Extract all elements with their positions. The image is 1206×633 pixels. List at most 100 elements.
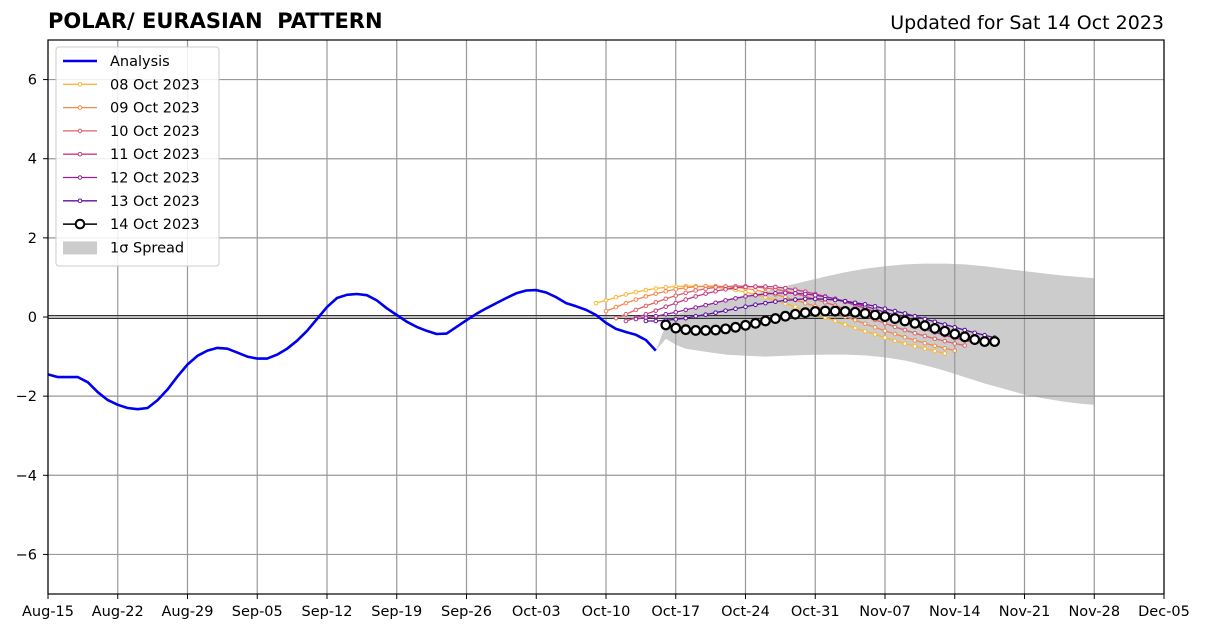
y-tick-label: −2 bbox=[16, 389, 37, 405]
forecast-point bbox=[882, 328, 888, 334]
legend-label: 10 Oct 2023 bbox=[110, 124, 200, 140]
forecast-point bbox=[832, 318, 838, 324]
forecast-point-latest bbox=[690, 325, 702, 336]
forecast-point-latest bbox=[949, 328, 961, 340]
forecast-point-latest bbox=[819, 305, 831, 317]
forecast-point bbox=[603, 298, 609, 303]
legend-marker bbox=[77, 82, 83, 87]
forecast-point bbox=[733, 285, 738, 291]
forecast-point bbox=[653, 291, 659, 296]
forecast-point bbox=[952, 348, 958, 353]
forecast-point bbox=[643, 294, 649, 299]
forecast-point bbox=[663, 288, 669, 294]
forecast-point bbox=[743, 289, 748, 295]
forecast-point-latest bbox=[799, 307, 811, 319]
forecast-point bbox=[693, 288, 698, 293]
forecast-point bbox=[892, 308, 898, 314]
forecast-point bbox=[812, 296, 818, 302]
forecast-point bbox=[773, 299, 778, 304]
forecast-point bbox=[743, 284, 748, 290]
chart-subtitle: Updated for Sat 14 Oct 2023 bbox=[890, 12, 1164, 34]
forecast-point bbox=[912, 313, 918, 319]
forecast-point bbox=[912, 338, 918, 343]
forecast-point bbox=[802, 296, 808, 302]
y-tick-label: 4 bbox=[28, 152, 37, 168]
forecast-point bbox=[763, 284, 768, 289]
forecast-point bbox=[733, 306, 738, 311]
forecast-point bbox=[643, 318, 649, 324]
forecast-point-latest bbox=[969, 334, 981, 345]
forecast-point bbox=[693, 305, 698, 310]
forecast-point bbox=[793, 304, 798, 310]
forecast-point bbox=[942, 345, 948, 351]
forecast-point-latest bbox=[959, 331, 971, 343]
forecast-point bbox=[713, 288, 718, 294]
x-tick-label: Sep-26 bbox=[441, 604, 492, 620]
forecast-point-latest bbox=[929, 323, 941, 334]
x-tick-label: Sep-19 bbox=[371, 604, 422, 620]
forecast-point-latest bbox=[720, 323, 731, 335]
legend-label: 09 Oct 2023 bbox=[110, 101, 200, 117]
forecast-point-latest bbox=[809, 306, 821, 317]
forecast-point bbox=[802, 300, 808, 306]
legend-label: 1σ Spread bbox=[110, 240, 184, 256]
forecast-point bbox=[912, 343, 918, 349]
forecast-point bbox=[623, 318, 629, 324]
forecast-point-latest bbox=[939, 325, 951, 337]
forecast-point bbox=[683, 290, 689, 296]
forecast-point bbox=[653, 300, 659, 305]
forecast-point bbox=[862, 328, 868, 334]
forecast-point bbox=[783, 285, 788, 291]
forecast-point bbox=[932, 343, 938, 349]
forecast-point bbox=[643, 287, 649, 293]
x-tick-label: Nov-14 bbox=[929, 604, 981, 620]
x-tick-label: Nov-21 bbox=[999, 604, 1051, 620]
legend-label: 08 Oct 2023 bbox=[110, 77, 200, 93]
x-tick-label: Aug-29 bbox=[162, 604, 214, 620]
forecast-point bbox=[892, 324, 898, 330]
forecast-point bbox=[673, 293, 679, 298]
legend-label: Analysis bbox=[110, 54, 170, 70]
forecast-point bbox=[862, 302, 868, 307]
forecast-point bbox=[962, 327, 968, 333]
forecast-point bbox=[753, 284, 758, 289]
forecast-point-latest bbox=[869, 309, 881, 321]
forecast-point-latest bbox=[979, 336, 991, 347]
forecast-point bbox=[633, 307, 639, 313]
forecast-point bbox=[673, 300, 679, 306]
forecast-point bbox=[902, 311, 908, 316]
forecast-point-latest bbox=[769, 313, 781, 324]
forecast-point bbox=[922, 346, 928, 351]
forecast-point bbox=[812, 292, 818, 298]
forecast-point-latest bbox=[700, 325, 712, 336]
x-tick-label: Dec-05 bbox=[1138, 604, 1190, 620]
forecast-point bbox=[832, 297, 838, 303]
forecast-point bbox=[872, 332, 878, 337]
forecast-point bbox=[693, 294, 698, 299]
forecast-point-latest bbox=[670, 322, 682, 334]
forecast-point bbox=[653, 308, 659, 313]
x-tick-label: Nov-07 bbox=[859, 604, 911, 620]
forecast-point bbox=[613, 294, 619, 300]
forecast-point bbox=[842, 322, 848, 327]
forecast-point bbox=[753, 302, 758, 308]
forecast-point bbox=[643, 311, 649, 317]
forecast-point-latest bbox=[829, 305, 841, 317]
forecast-point bbox=[842, 298, 848, 304]
analysis-line bbox=[47, 288, 657, 411]
forecast-point bbox=[902, 327, 908, 333]
legend-marker bbox=[77, 151, 83, 157]
forecast-point bbox=[593, 300, 599, 306]
x-tick-label: Aug-22 bbox=[92, 604, 144, 620]
legend-marker bbox=[77, 128, 83, 134]
forecast-point bbox=[743, 294, 748, 299]
forecast-point bbox=[733, 296, 738, 301]
x-tick-label: Oct-17 bbox=[651, 604, 700, 620]
forecast-point bbox=[902, 341, 908, 346]
x-tick-label: Sep-05 bbox=[232, 604, 283, 620]
forecast-point bbox=[673, 309, 679, 315]
legend-swatch-spread bbox=[63, 241, 97, 255]
forecast-point bbox=[932, 348, 938, 354]
forecast-point-latest bbox=[879, 311, 891, 323]
forecast-point bbox=[623, 292, 629, 297]
